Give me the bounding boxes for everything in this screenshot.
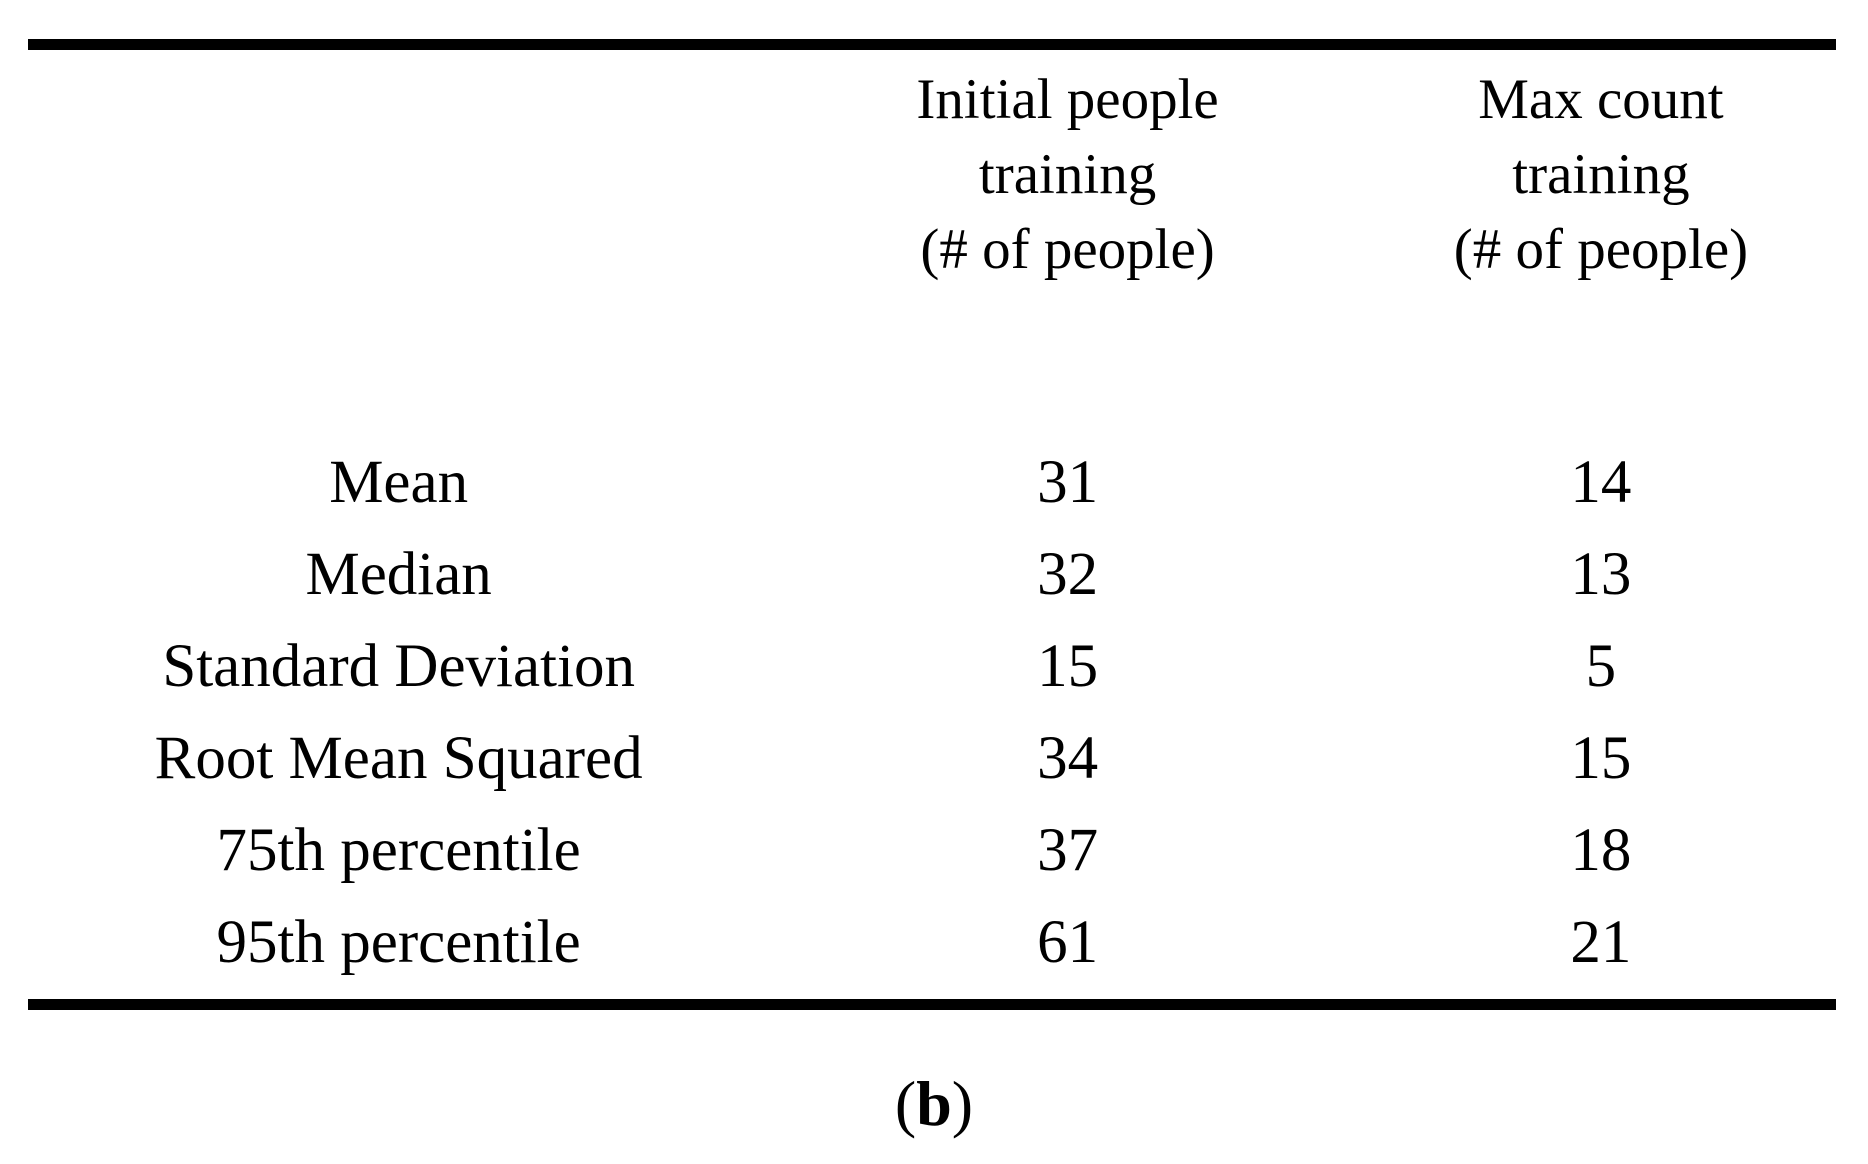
header-body-gap — [28, 287, 1836, 437]
header-max-count-training: Max count training (# of people) — [1366, 62, 1836, 287]
table-bottom-rule — [28, 999, 1836, 1010]
cell-75th-percentile-initial: 37 — [1037, 817, 1099, 884]
caption-open-paren: ( — [894, 1068, 917, 1139]
header-initial-people-training: Initial people training (# of people) — [769, 62, 1366, 287]
cell-95th-percentile-max: 21 — [1570, 909, 1632, 976]
cell-mean-initial: 31 — [1037, 449, 1099, 516]
row-label-mean: Mean — [329, 449, 469, 516]
row-label-standard-deviation: Standard Deviation — [162, 633, 635, 700]
row-label-median: Median — [305, 541, 492, 608]
table-top-rule — [28, 39, 1836, 50]
cell-root-mean-squared-initial: 34 — [1037, 725, 1099, 792]
header-line: (# of people) — [1453, 218, 1749, 281]
row-label-95th-percentile: 95th percentile — [216, 909, 581, 976]
cell-root-mean-squared-max: 15 — [1570, 725, 1632, 792]
cell-standard-deviation-max: 5 — [1585, 633, 1617, 700]
cell-mean-max: 14 — [1570, 449, 1632, 516]
header-line: Max count — [1478, 68, 1724, 131]
cell-median-max: 13 — [1570, 541, 1632, 608]
cell-median-initial: 32 — [1037, 541, 1099, 608]
row-label-75th-percentile: 75th percentile — [216, 817, 581, 884]
cell-75th-percentile-max: 18 — [1570, 817, 1632, 884]
cell-95th-percentile-initial: 61 — [1037, 909, 1099, 976]
header-line: training — [978, 143, 1157, 206]
caption-close-paren: ) — [951, 1068, 974, 1139]
caption-letter: b — [916, 1068, 952, 1139]
header-line: (# of people) — [920, 218, 1215, 281]
cell-standard-deviation-initial: 15 — [1037, 633, 1099, 700]
header-row-label-column — [28, 62, 769, 287]
header-line: training — [1512, 143, 1690, 206]
subfigure-caption: (b) — [0, 1062, 1868, 1146]
header-line: Initial people — [916, 68, 1219, 131]
row-label-root-mean-squared: Root Mean Squared — [154, 725, 643, 792]
statistics-table: Initial people training (# of people) Ma… — [28, 62, 1836, 989]
